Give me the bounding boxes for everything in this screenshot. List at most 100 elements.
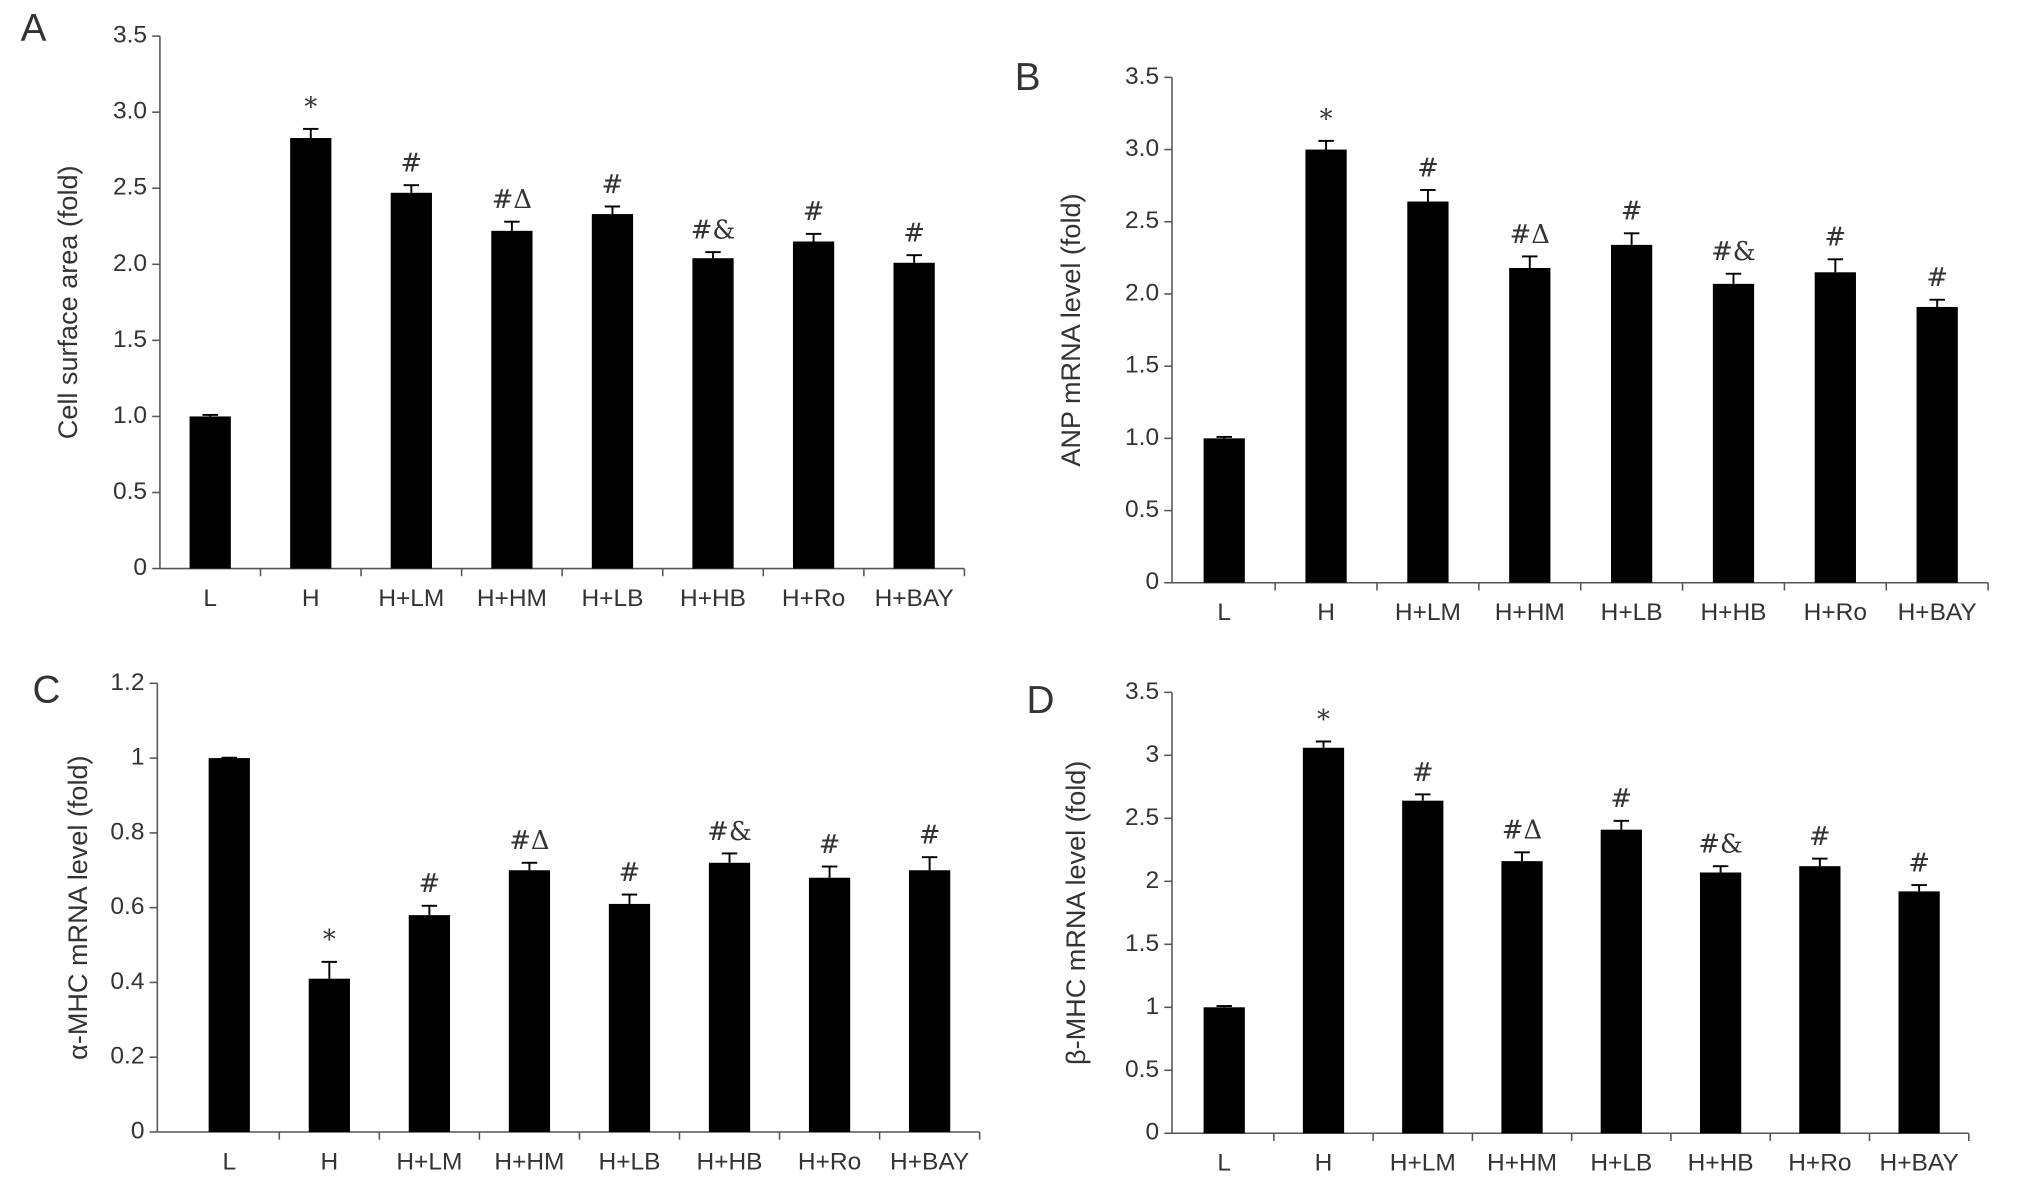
bar: [1305, 149, 1347, 583]
bar: [1402, 800, 1444, 1134]
significance-label: #: [1926, 263, 1948, 293]
x-tick-label: H+Ro: [782, 585, 845, 612]
x-tick-label: H+LM: [378, 585, 444, 612]
significance-label: #&: [707, 817, 752, 847]
x-tick-label: H: [320, 1148, 338, 1175]
y-tick-label: 0.5: [1125, 496, 1159, 523]
y-tick-label: 0: [1145, 568, 1159, 595]
x-tick-label: L: [1217, 1150, 1231, 1177]
x-tick-label: H+LB: [599, 1148, 661, 1175]
x-tick-label: H+HM: [1495, 599, 1565, 626]
y-tick-label: 3.5: [113, 22, 147, 49]
bar: [708, 862, 751, 1132]
x-tick-label: L: [1217, 599, 1231, 626]
y-tick-label: 0.6: [110, 893, 144, 920]
significance-label: #: [1809, 822, 1831, 852]
x-tick-label: H+BAY: [890, 1148, 969, 1175]
significance-label: #: [1611, 784, 1633, 814]
x-tick-label: L: [222, 1148, 236, 1175]
significance-label: #Δ: [1502, 816, 1542, 846]
significance-label: *: [1320, 104, 1333, 134]
y-axis-label: α-MHC mRNA level (fold): [62, 755, 93, 1059]
bar: [1501, 861, 1543, 1134]
x-tick-label: H: [1317, 599, 1335, 626]
y-tick-label: 0: [133, 554, 147, 581]
significance-label: *: [323, 925, 336, 955]
significance-label: #: [919, 821, 941, 851]
panel-label: C: [33, 669, 61, 712]
bar: [1712, 283, 1755, 583]
y-tick-label: 3.0: [113, 98, 147, 125]
significance-label: #: [903, 219, 925, 249]
y-tick-label: 1: [131, 744, 145, 771]
y-tick-label: 2.5: [113, 174, 147, 201]
significance-label: #: [619, 858, 641, 888]
x-tick-label: H+Ro: [1804, 599, 1867, 626]
y-tick-label: 0.8: [110, 818, 144, 845]
x-tick-label: H+LM: [1390, 1150, 1456, 1177]
significance-label: #: [401, 149, 423, 179]
bar: [1898, 891, 1940, 1134]
significance-label: #&: [691, 216, 736, 246]
x-tick-label: H+HB: [680, 585, 746, 612]
x-tick-label: H+HM: [477, 585, 547, 612]
y-tick-label: 1.0: [113, 402, 147, 429]
x-tick-label: H+BAY: [1880, 1150, 1959, 1177]
significance-label: #&: [1711, 237, 1756, 267]
x-tick-label: H+HB: [1688, 1150, 1754, 1177]
bar: [308, 978, 350, 1132]
bar: [808, 877, 851, 1132]
x-tick-label: H+BAY: [1898, 599, 1977, 626]
y-tick-label: 1.5: [1125, 930, 1159, 957]
bar: [591, 214, 634, 569]
y-tick-label: 1: [1145, 993, 1159, 1020]
significance-label: #: [1908, 848, 1930, 878]
panel-label: B: [1015, 56, 1041, 99]
bar: [408, 915, 451, 1132]
x-tick-label: H+LB: [1590, 1150, 1652, 1177]
bar: [290, 138, 332, 569]
bar: [1203, 438, 1245, 583]
bar: [1916, 306, 1958, 583]
bar: [208, 758, 250, 1132]
bar: [390, 192, 432, 569]
x-tick-label: H+HM: [494, 1148, 564, 1175]
y-tick-label: 2: [1145, 867, 1159, 894]
bar: [792, 241, 835, 569]
y-tick-label: 0.4: [110, 968, 144, 995]
significance-label: #: [419, 869, 441, 899]
bar: [1203, 1007, 1245, 1134]
x-tick-label: H+HB: [697, 1148, 763, 1175]
bar: [1699, 872, 1742, 1134]
y-tick-label: 0: [131, 1117, 145, 1144]
bar: [1407, 201, 1449, 583]
significance-label: #: [1825, 223, 1847, 253]
y-axis-label: Cell surface area (fold): [52, 165, 83, 439]
y-tick-label: 0.5: [1125, 1056, 1159, 1083]
x-tick-label: H: [1315, 1150, 1333, 1177]
y-tick-label: 1.0: [1125, 424, 1159, 451]
bar: [491, 230, 533, 569]
significance-label: #: [819, 830, 841, 860]
significance-label: *: [1317, 705, 1330, 735]
y-tick-label: 1.5: [113, 326, 147, 353]
y-tick-label: 0.2: [110, 1043, 144, 1070]
y-tick-label: 1.5: [1125, 352, 1159, 379]
bar: [508, 870, 551, 1132]
bar: [189, 416, 231, 569]
significance-label: #: [1412, 758, 1434, 788]
significance-label: *: [304, 92, 317, 122]
bar: [1509, 267, 1551, 583]
bar: [893, 262, 935, 569]
x-tick-label: H: [302, 585, 320, 612]
y-tick-label: 3: [1145, 741, 1159, 768]
y-tick-label: 2.5: [1125, 804, 1159, 831]
panel-label: D: [1027, 679, 1055, 722]
bar: [608, 903, 651, 1132]
x-tick-label: H+HB: [1700, 599, 1766, 626]
x-tick-label: H+LB: [581, 585, 643, 612]
y-tick-label: 2.0: [113, 250, 147, 277]
y-tick-label: 3.5: [1125, 63, 1159, 90]
bar: [692, 258, 734, 569]
bar: [1302, 747, 1345, 1134]
